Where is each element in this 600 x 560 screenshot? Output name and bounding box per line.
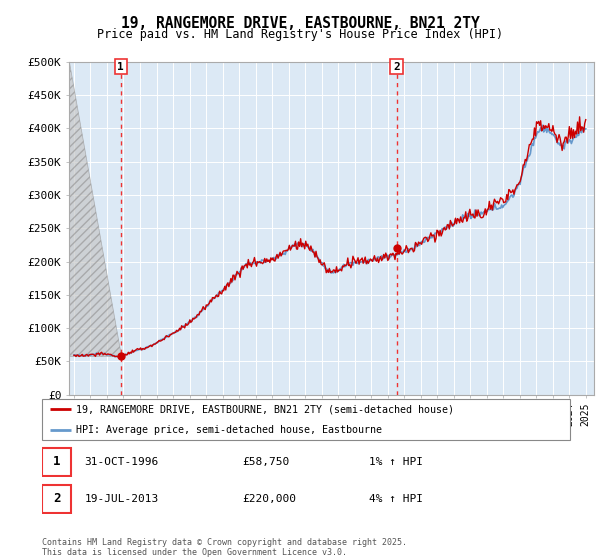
Polygon shape — [69, 62, 121, 356]
Text: 4% ↑ HPI: 4% ↑ HPI — [370, 494, 424, 503]
Text: 19-JUL-2013: 19-JUL-2013 — [84, 494, 158, 503]
FancyBboxPatch shape — [42, 448, 71, 475]
Text: Contains HM Land Registry data © Crown copyright and database right 2025.
This d: Contains HM Land Registry data © Crown c… — [42, 538, 407, 557]
Text: £220,000: £220,000 — [242, 494, 296, 503]
Text: £58,750: £58,750 — [242, 457, 290, 466]
Text: 19, RANGEMORE DRIVE, EASTBOURNE, BN21 2TY: 19, RANGEMORE DRIVE, EASTBOURNE, BN21 2T… — [121, 16, 479, 31]
Text: 1: 1 — [117, 62, 124, 72]
Text: 1% ↑ HPI: 1% ↑ HPI — [370, 457, 424, 466]
FancyBboxPatch shape — [42, 485, 71, 512]
Text: 2: 2 — [53, 492, 60, 505]
Text: HPI: Average price, semi-detached house, Eastbourne: HPI: Average price, semi-detached house,… — [76, 424, 382, 435]
Text: 31-OCT-1996: 31-OCT-1996 — [84, 457, 158, 466]
Text: 1: 1 — [53, 455, 60, 468]
FancyBboxPatch shape — [42, 399, 570, 440]
Text: 2: 2 — [393, 62, 400, 72]
Text: Price paid vs. HM Land Registry's House Price Index (HPI): Price paid vs. HM Land Registry's House … — [97, 28, 503, 41]
Text: 19, RANGEMORE DRIVE, EASTBOURNE, BN21 2TY (semi-detached house): 19, RANGEMORE DRIVE, EASTBOURNE, BN21 2T… — [76, 404, 454, 414]
